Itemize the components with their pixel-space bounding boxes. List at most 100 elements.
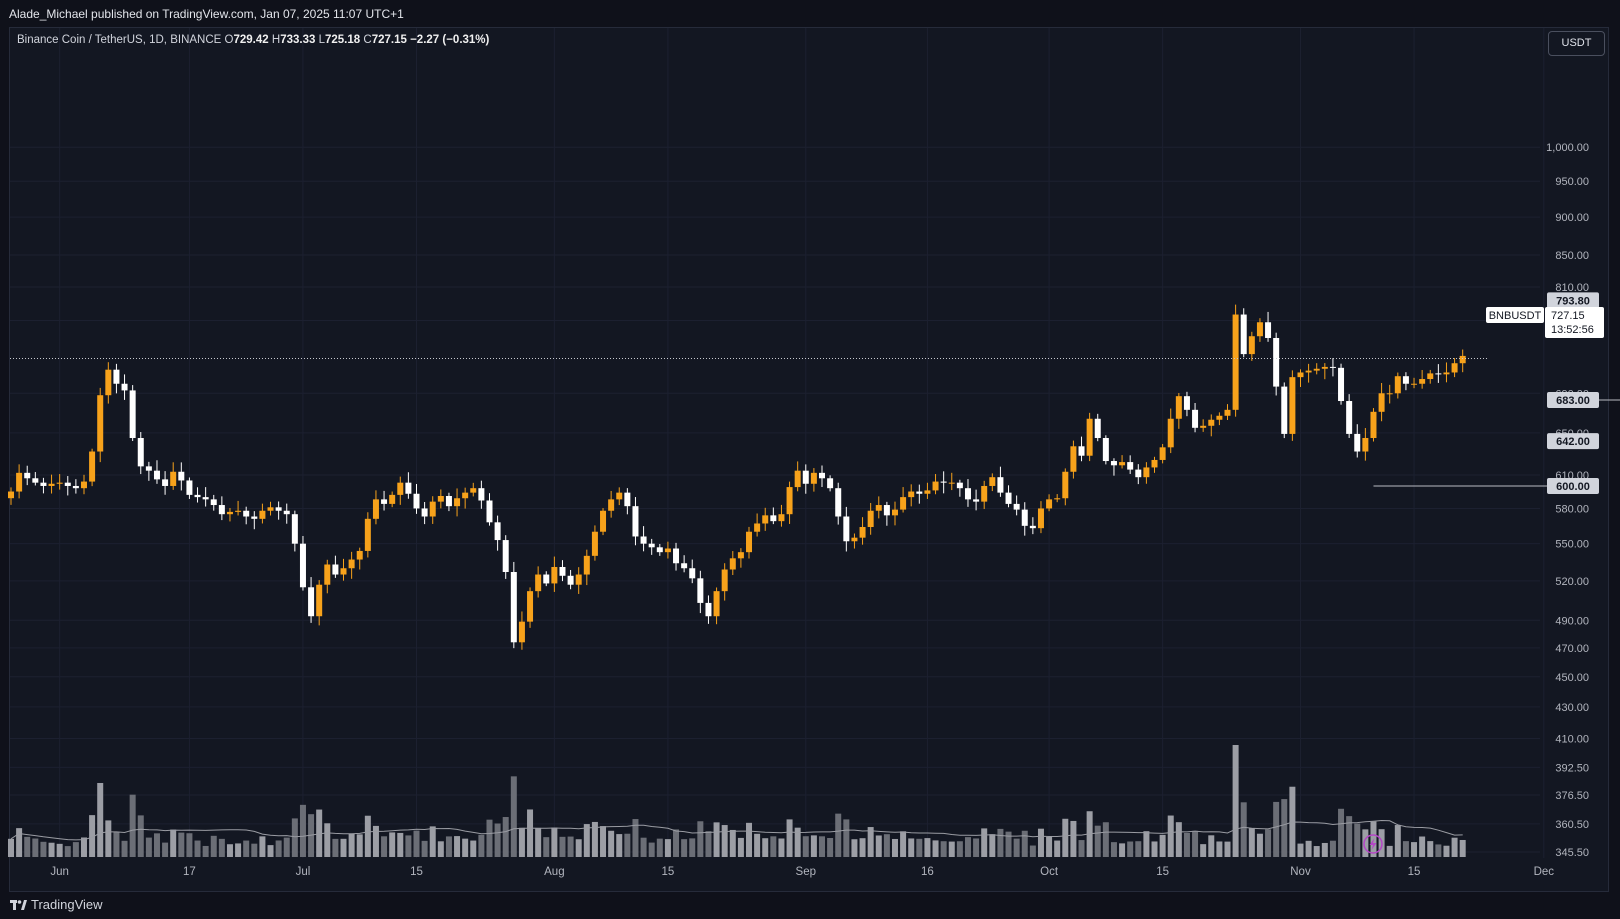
candle-body — [681, 563, 688, 569]
volume-moving-average — [10, 819, 1463, 841]
volume-bar — [1411, 842, 1418, 857]
candle — [381, 490, 388, 511]
candle-body — [535, 574, 542, 592]
volume-bar — [1370, 821, 1377, 857]
candle-body — [1135, 469, 1142, 478]
candle-body — [997, 477, 1004, 493]
candle-body — [575, 574, 582, 585]
volume-bar — [299, 804, 306, 857]
volume-bar — [113, 831, 120, 857]
candle — [1224, 404, 1231, 420]
candle-body — [364, 518, 371, 551]
candle — [527, 587, 534, 628]
candle — [372, 490, 379, 525]
volume-bar — [786, 819, 793, 857]
candle-body — [543, 574, 550, 584]
candle-body — [137, 438, 144, 467]
candle-body — [948, 482, 955, 484]
level-tag-label: 600.00 — [1556, 481, 1590, 493]
level-tag-label: 793.80 — [1556, 295, 1590, 307]
volume-bar — [494, 823, 501, 857]
candle — [1029, 517, 1036, 535]
candle-body — [1200, 425, 1207, 428]
volume-bar — [851, 839, 858, 857]
candle-body — [1240, 314, 1247, 355]
candle — [340, 558, 347, 581]
candle-body — [1208, 419, 1215, 426]
candle-body — [283, 510, 290, 515]
x-tick-label: 15 — [1156, 866, 1169, 878]
volume-bar — [356, 834, 363, 857]
currency-button[interactable]: USDT — [1548, 31, 1605, 56]
candle-body — [656, 547, 663, 553]
volume-bar — [429, 826, 436, 857]
candle — [1078, 436, 1085, 462]
candle — [721, 563, 728, 601]
candle-body — [527, 591, 534, 622]
y-tick-label: 580.00 — [1555, 503, 1589, 515]
volume-bar — [778, 838, 785, 857]
volume-bar — [754, 833, 761, 857]
candle — [494, 515, 501, 551]
x-tick-label: 17 — [183, 866, 196, 878]
volume-bar — [819, 836, 825, 857]
volume-bar — [340, 838, 347, 857]
volume-bar — [551, 827, 558, 857]
candle-body — [689, 568, 696, 579]
candle — [1135, 464, 1142, 485]
candle-body — [48, 483, 55, 486]
footer-brand[interactable]: TradingView — [10, 897, 103, 912]
alert-button[interactable] — [1363, 834, 1383, 854]
volume-bar — [1386, 845, 1393, 857]
candle-body — [502, 540, 509, 573]
candle-body — [1046, 499, 1053, 509]
level-tag: 600.00 — [1547, 477, 1599, 494]
volume-bar — [1329, 840, 1336, 857]
candle-body — [1402, 376, 1409, 384]
volume-bar — [924, 838, 931, 857]
candle — [656, 543, 663, 556]
volume-bar — [729, 829, 736, 857]
candle-body — [16, 472, 23, 492]
volume-bar — [673, 829, 680, 857]
candle — [1289, 370, 1296, 441]
x-tick-label: Nov — [1290, 866, 1311, 878]
candle — [308, 577, 315, 623]
level-tag: 793.80 — [1547, 292, 1599, 309]
volume-bar — [1110, 842, 1117, 857]
volume-bar — [900, 831, 907, 857]
candle — [178, 462, 185, 491]
volume-bar — [502, 817, 509, 857]
volume-bar — [1013, 838, 1020, 857]
volume-bar — [1313, 846, 1320, 857]
candle — [762, 507, 769, 531]
candle — [843, 506, 850, 552]
candle — [1459, 349, 1466, 373]
candle-body — [1256, 322, 1263, 337]
candle — [802, 464, 809, 494]
candle-body — [470, 488, 477, 493]
candle — [324, 559, 331, 594]
candle — [486, 493, 493, 526]
candle — [1046, 494, 1053, 512]
candle — [97, 387, 104, 463]
candle-body — [883, 505, 890, 516]
candle — [591, 525, 598, 561]
candle — [1305, 363, 1312, 383]
candle-body — [632, 506, 639, 537]
volume-bar — [364, 815, 371, 857]
candle-body — [202, 497, 209, 500]
candle-body — [1013, 503, 1020, 510]
volume-bar — [981, 828, 988, 857]
volume-bar — [243, 840, 250, 857]
candle-body — [113, 369, 120, 384]
x-tick-label: Sep — [796, 866, 816, 878]
volume-bar — [1054, 840, 1061, 857]
volume-bar — [1135, 841, 1142, 857]
volume-bar — [575, 839, 582, 857]
candle — [405, 472, 412, 499]
candle-body — [900, 497, 907, 510]
volume-bar — [1208, 835, 1215, 857]
candle — [1362, 428, 1369, 461]
